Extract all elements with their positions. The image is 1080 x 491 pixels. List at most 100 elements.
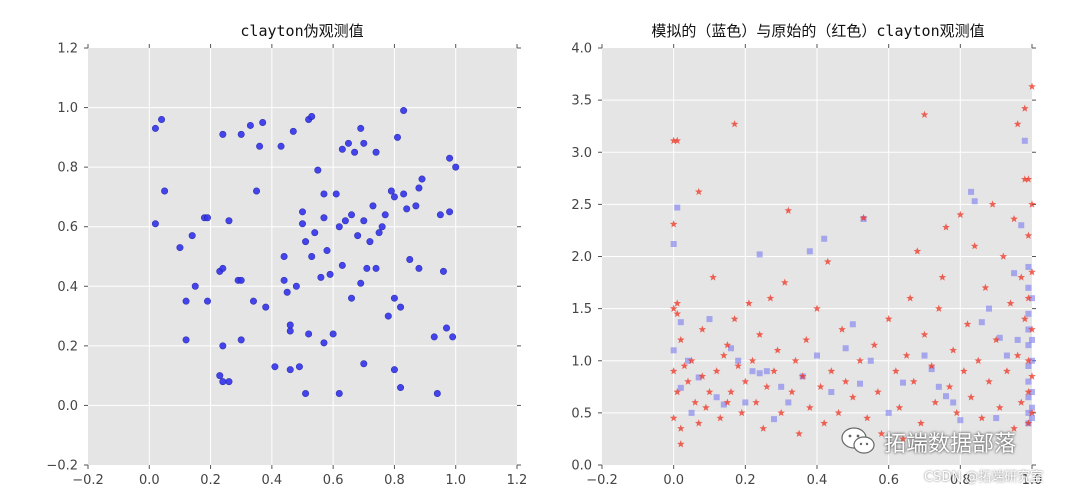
left-chart-title: clayton伪观测值 [240,22,363,40]
left-scatter-point [384,312,392,320]
left-scatter-point [400,190,408,198]
right-original-point [1028,325,1036,333]
left-scatter-point [360,360,368,368]
left-ytick-label: 0.6 [57,220,78,235]
right-original-point [870,341,879,349]
right-original-point [702,403,710,411]
right-original-point [669,414,678,422]
right-original-point [1028,82,1036,90]
right-chart: 模拟的（蓝色）与原始的（红色）clayton观测值 −0.2 0.0 0.2 0.4 0… [571,22,1042,488]
right-ytick-label: 1.5 [571,302,592,317]
right-original-point [698,372,707,380]
right-original-point [1024,419,1033,427]
right-tick-labels: −0.2 0.0 0.2 0.4 0.6 0.8 1.00.00.51.01.52.02.5… [571,42,1042,489]
left-scatter-point [308,253,316,261]
right-original-point [899,434,907,443]
right-original-point [1013,120,1022,128]
right-original-point [755,330,764,338]
right-original-point [974,356,983,364]
left-chart: clayton伪观测值 −0.2 0.0 0.2 0.4 0.6 0.8 1.0 1.2−0.… [46,22,527,488]
right-original-point [723,341,732,349]
right-original-point [1021,315,1029,323]
right-original-point [791,356,800,364]
right-original-point [1021,175,1029,183]
left-scatter-point [158,115,166,123]
left-xtick-label: 1.2 [507,473,528,488]
right-original-point [945,382,954,391]
left-scatter-point [351,148,359,156]
left-scatter-point [225,217,233,225]
left-scatter-point [415,264,423,272]
right-simulated-point [1025,378,1032,385]
left-scatter-point [295,363,303,371]
left-scatter-point [335,390,343,398]
right-simulated-point [814,352,820,359]
right-xtick-label: −0.2 [586,473,618,488]
right-simulated-point [1029,357,1035,364]
left-scatter-point [375,229,383,237]
left-scatter-point [253,187,261,195]
right-original-point [677,440,685,448]
right-original-point [1024,388,1033,396]
left-ytick-label: 1.0 [57,101,78,116]
right-simulated-point [828,389,835,396]
watermark: 拓端数据部落 CSDN @拓端研究室 [840,424,1060,486]
left-scatter-point [277,142,285,150]
left-scatter-point [430,333,438,341]
left-scatter-point [302,238,310,246]
left-scatter-point [271,363,279,371]
right-simulated-point [885,409,892,416]
right-simulated-point [670,347,677,354]
right-original-point [766,294,775,302]
left-scatter-point [436,211,444,219]
left-xtick-label: 0.0 [139,473,160,488]
right-original-point [952,408,961,417]
right-original-point [813,304,821,312]
right-original-point [823,257,832,265]
right-ytick-label: 2.0 [571,250,592,265]
right-ytick-label: 3.5 [571,94,592,109]
right-simulated-point [935,383,942,390]
right-simulated-point [1025,362,1032,369]
left-scatter-point [378,223,386,231]
left-scatter-point [298,208,306,216]
right-original-point [694,187,703,196]
left-scatter-point [381,211,389,219]
right-original-point [673,136,682,145]
right-simulated-point [706,316,713,323]
left-scatter-point [176,244,184,252]
right-simulated-point [849,321,856,328]
right-simulated-point [1029,336,1035,343]
right-simulated-point [957,417,964,424]
left-scatter-point [151,220,159,228]
right-original-point [931,398,940,406]
right-simulated-point [1025,409,1032,416]
left-scatter-point [390,366,398,374]
left-scatter-point [366,238,374,246]
left-gridlines [88,48,517,465]
right-original-point [820,419,828,427]
right-simulated-point [1025,394,1032,401]
left-scatter-point [415,184,423,192]
left-scatter-point [280,253,288,261]
right-simulated-point [1025,310,1032,317]
left-scatter-point [323,247,331,255]
right-original-point [802,335,811,344]
left-scatter-point [335,223,343,231]
left-scatter-point [302,390,310,398]
right-original-point [849,393,857,401]
left-xtick-label: 1.0 [445,473,466,488]
right-original-point [669,136,678,145]
left-scatter-point [317,273,325,281]
right-original-point [712,367,721,375]
right-original-point [788,388,796,396]
left-ytick-label: 0.0 [57,399,78,414]
right-original-point [877,429,886,437]
right-original-point [716,414,725,422]
right-original-point [942,223,950,231]
right-original-point [705,388,714,396]
right-simulated-point [728,345,734,352]
right-original-point [687,356,696,364]
right-xtick-label: 0.8 [950,473,971,488]
right-original-point [827,367,836,375]
